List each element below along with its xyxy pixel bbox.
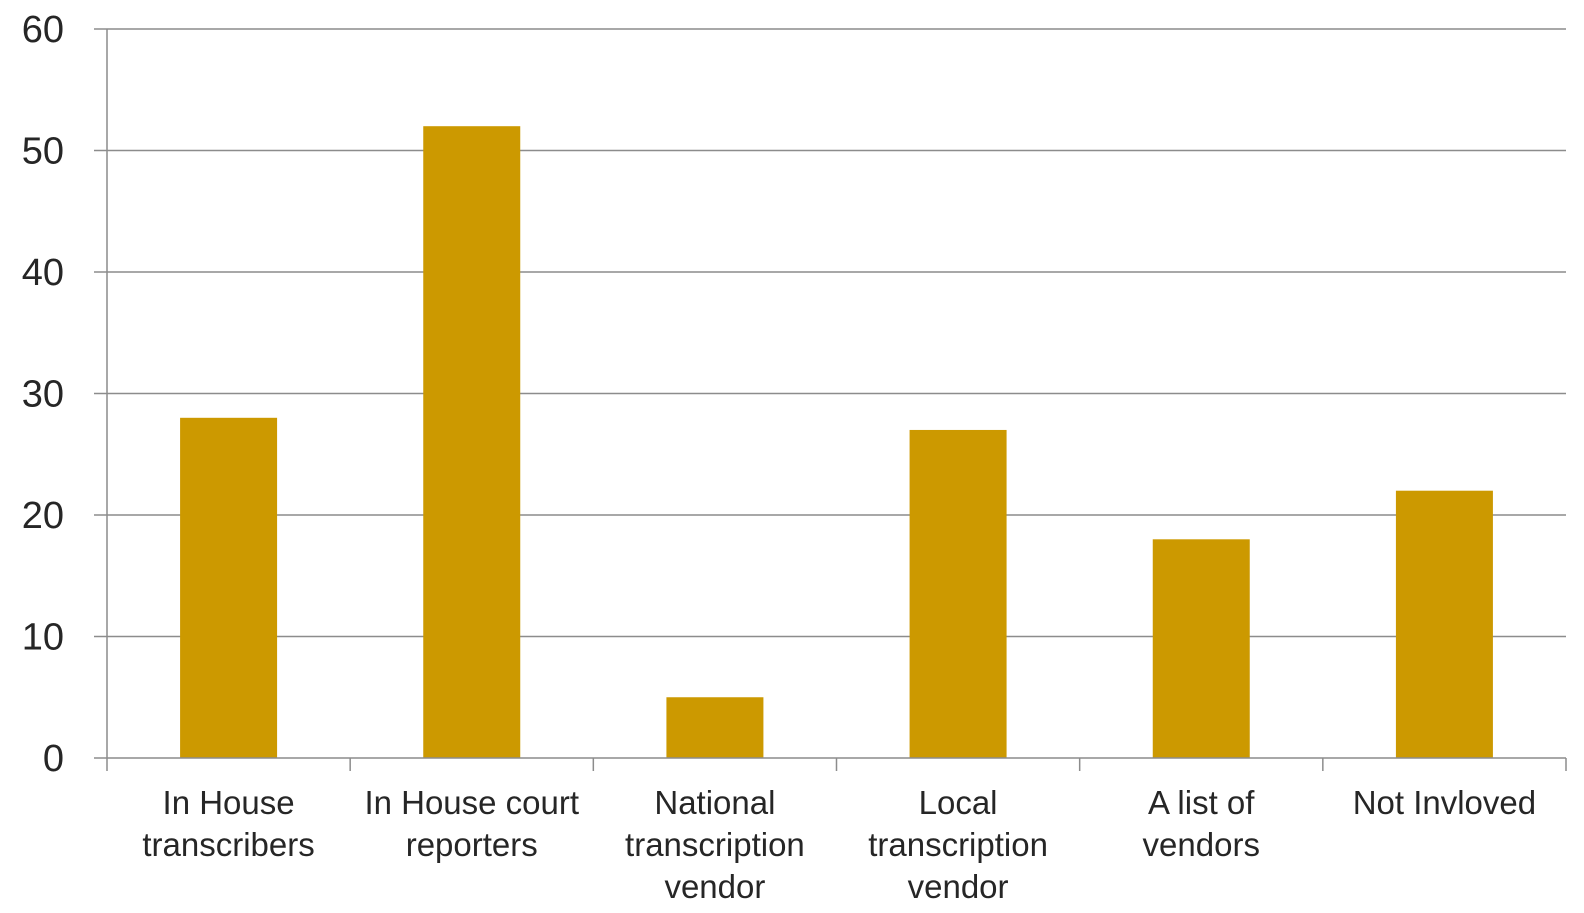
x-tick-label-3: National transcription vendor (625, 784, 805, 905)
bars (180, 126, 1493, 758)
x-tick-label-1: In House transcribers (142, 784, 314, 863)
gridlines (107, 28, 1566, 638)
bar-5 (1152, 539, 1250, 758)
bar-6 (1395, 490, 1493, 758)
y-tick-labels: 0 10 20 30 40 50 60 (22, 9, 64, 780)
x-tick-label-4: Local transcription vendor (868, 784, 1048, 905)
y-tick-label-10: 10 (22, 617, 64, 659)
bar-1 (180, 417, 278, 758)
y-tick-label-40: 40 (22, 252, 64, 294)
x-tick-labels: In House transcribers In House court report… (142, 784, 1536, 905)
y-tick-label-50: 50 (22, 131, 64, 173)
axes (94, 28, 1567, 771)
y-tick-label-30: 30 (22, 374, 64, 416)
y-tick-label-0: 0 (43, 738, 64, 780)
x-tick-label-5: A list of vendors (1143, 784, 1260, 863)
y-tick-label-60: 60 (22, 9, 64, 51)
x-tick-label-6: Not Invloved (1353, 784, 1536, 821)
y-tick-label-20: 20 (22, 495, 64, 537)
bar-4 (909, 429, 1007, 758)
x-tick-label-2: In House court reporters (364, 784, 579, 863)
bar-2 (423, 126, 521, 758)
bar-3 (666, 697, 764, 758)
